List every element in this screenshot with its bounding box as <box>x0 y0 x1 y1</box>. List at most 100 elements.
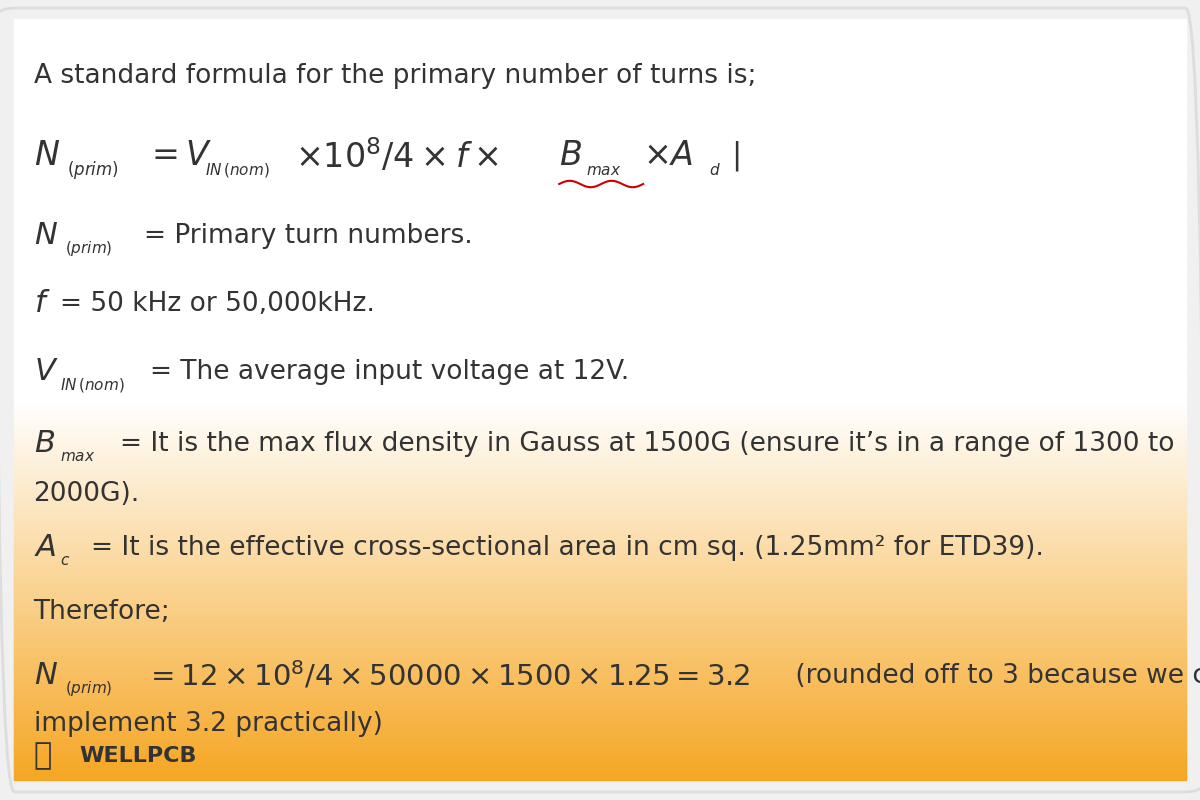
Text: $IN\,(nom)$: $IN\,(nom)$ <box>205 162 270 179</box>
Bar <box>14 363 1186 366</box>
Bar <box>14 101 1186 104</box>
Bar <box>14 631 1186 634</box>
Bar <box>14 141 1186 143</box>
Bar <box>14 301 1186 303</box>
Bar <box>14 538 1186 541</box>
Bar <box>14 454 1186 457</box>
Bar <box>14 663 1186 666</box>
Text: $max$: $max$ <box>586 163 620 178</box>
Bar <box>14 502 1186 505</box>
Bar <box>14 112 1186 115</box>
Text: = 50 kHz or 50,000kHz.: = 50 kHz or 50,000kHz. <box>60 291 374 317</box>
Bar <box>14 348 1186 350</box>
Bar <box>14 420 1186 422</box>
Bar <box>14 207 1186 210</box>
Bar <box>14 122 1186 125</box>
Bar <box>14 720 1186 723</box>
Bar <box>14 272 1186 274</box>
Bar <box>14 644 1186 647</box>
Bar <box>14 314 1186 316</box>
Bar <box>14 51 1186 54</box>
Text: $N$: $N$ <box>34 221 58 251</box>
Bar <box>14 268 1186 270</box>
Bar <box>14 648 1186 651</box>
Bar <box>14 482 1186 486</box>
Bar <box>14 616 1186 618</box>
Bar <box>14 762 1186 765</box>
Bar <box>14 66 1186 70</box>
Bar <box>14 688 1186 690</box>
Bar <box>14 170 1186 172</box>
Bar <box>14 186 1186 189</box>
Bar <box>14 544 1186 546</box>
Text: $V$: $V$ <box>34 357 59 387</box>
Bar <box>14 110 1186 113</box>
Bar <box>14 739 1186 742</box>
Bar <box>14 74 1186 77</box>
Bar <box>14 467 1186 470</box>
Bar <box>14 547 1186 550</box>
Bar <box>14 150 1186 153</box>
Bar <box>14 392 1186 394</box>
Bar <box>14 612 1186 614</box>
Text: $B$: $B$ <box>559 140 582 172</box>
Bar <box>14 211 1186 214</box>
Bar <box>14 377 1186 379</box>
Bar <box>14 294 1186 298</box>
Bar <box>14 61 1186 64</box>
Bar <box>14 139 1186 142</box>
Bar <box>14 239 1186 242</box>
Bar <box>14 209 1186 212</box>
Bar <box>14 251 1186 254</box>
Bar <box>14 586 1186 588</box>
Bar <box>14 680 1186 683</box>
Bar <box>14 504 1186 506</box>
Bar <box>14 570 1186 573</box>
Bar <box>14 97 1186 100</box>
Bar <box>14 325 1186 328</box>
Bar <box>14 86 1186 89</box>
Bar <box>14 470 1186 472</box>
Bar <box>14 55 1186 58</box>
Bar <box>14 453 1186 455</box>
Bar <box>14 710 1186 714</box>
Bar <box>14 658 1186 660</box>
Bar <box>14 370 1186 374</box>
Bar <box>14 642 1186 645</box>
Bar <box>14 722 1186 725</box>
Bar <box>14 507 1186 510</box>
Bar <box>14 514 1186 516</box>
Bar <box>14 355 1186 358</box>
Bar <box>14 471 1186 474</box>
Text: = It is the effective cross-sectional area in cm sq. (1.25mm² for ETD39).: = It is the effective cross-sectional ar… <box>91 535 1044 561</box>
Bar <box>14 580 1186 582</box>
Bar <box>14 692 1186 694</box>
Bar <box>14 154 1186 157</box>
Bar <box>14 149 1186 151</box>
Text: Therefore;: Therefore; <box>34 599 170 625</box>
Bar <box>14 774 1186 776</box>
Bar <box>14 190 1186 193</box>
Bar <box>14 304 1186 307</box>
Bar <box>14 90 1186 92</box>
Bar <box>14 247 1186 250</box>
Bar <box>14 173 1186 176</box>
Bar <box>14 25 1186 27</box>
Bar <box>14 302 1186 305</box>
Bar <box>14 618 1186 621</box>
Bar <box>14 54 1186 56</box>
Bar <box>14 572 1186 574</box>
Bar <box>14 145 1186 147</box>
Bar <box>14 38 1186 41</box>
Bar <box>14 717 1186 719</box>
Bar <box>14 221 1186 223</box>
Bar <box>14 194 1186 197</box>
Bar <box>14 337 1186 339</box>
Bar <box>14 198 1186 201</box>
Bar <box>14 106 1186 110</box>
Bar <box>14 446 1186 450</box>
Bar <box>14 135 1186 138</box>
Bar <box>14 156 1186 158</box>
Bar <box>14 551 1186 554</box>
Bar <box>14 26 1186 30</box>
